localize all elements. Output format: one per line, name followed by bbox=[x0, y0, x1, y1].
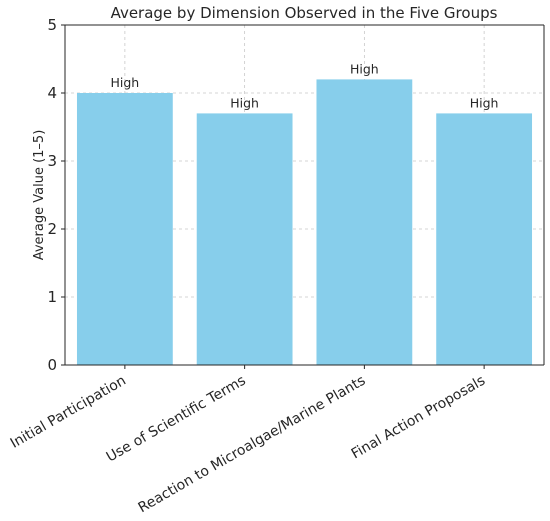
bar bbox=[436, 113, 533, 366]
axes bbox=[61, 24, 545, 369]
bar bbox=[76, 93, 173, 365]
data-label: High bbox=[350, 61, 379, 76]
y-tick-label: 1 bbox=[47, 288, 57, 306]
data-label: High bbox=[111, 75, 140, 90]
y-tick-label: 4 bbox=[47, 84, 57, 102]
data-label: High bbox=[230, 95, 259, 110]
data-labels: High High High High bbox=[111, 61, 499, 110]
y-tick-label: 2 bbox=[47, 220, 57, 238]
chart-title: Average by Dimension Observed in the Fiv… bbox=[111, 4, 498, 22]
data-label: High bbox=[470, 95, 499, 110]
y-tick-label: 5 bbox=[47, 16, 57, 34]
x-tick-label: Initial Participation bbox=[8, 373, 129, 452]
y-tick-label: 3 bbox=[47, 152, 57, 170]
bars bbox=[76, 79, 533, 366]
bar bbox=[316, 79, 413, 366]
x-tick-label: Reaction to Microalgae/Marine Plants bbox=[136, 373, 369, 517]
x-tick-label: Final Action Proposals bbox=[349, 373, 488, 463]
y-tick-label: 0 bbox=[47, 356, 57, 374]
y-tick-labels: 0 1 2 3 4 5 bbox=[47, 16, 57, 374]
bar bbox=[196, 113, 293, 366]
y-axis-label: Average Value (1–5) bbox=[32, 130, 47, 261]
